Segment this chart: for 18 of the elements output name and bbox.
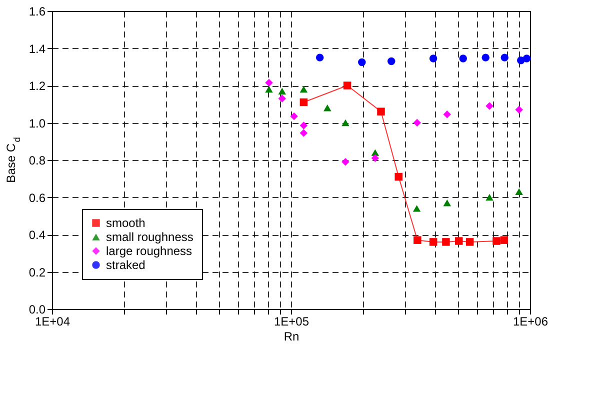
y-tick-label: 0.6 [28,190,46,205]
y-tick-label: 1.6 [28,4,46,18]
x-axis-title: Rn [284,330,300,344]
y-axis-title: Base Cd [4,137,22,183]
x-tick-label: 1E+06 [512,314,548,328]
y-tick-label: 0.8 [28,154,46,168]
y-tick-label: 1.0 [28,116,46,130]
y-tick-label: 0.2 [28,265,46,280]
legend-label: small roughness [106,230,194,244]
y-tick-label: 0.4 [28,228,46,242]
legend-label: large roughness [106,244,192,258]
x-tick-label: 1E+05 [274,314,310,328]
y-tick-label: 0.0 [28,302,46,316]
y-tick-label: 1.4 [28,42,46,56]
legend-label: straked [106,258,146,272]
y-tick-label: 1.2 [28,79,46,93]
x-tick-label: 1E+04 [34,314,70,328]
legend-label: smooth [106,216,146,230]
